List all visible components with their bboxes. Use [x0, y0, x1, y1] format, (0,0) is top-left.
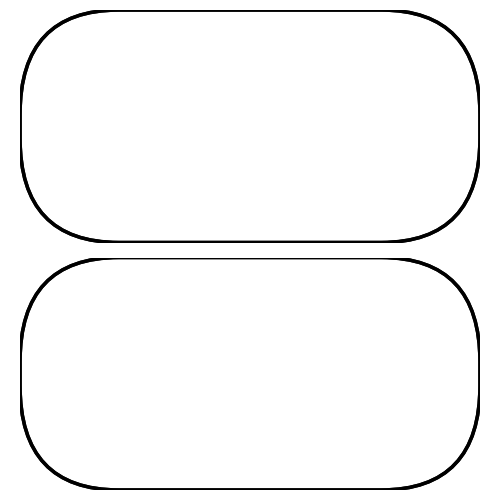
Point — [246, 122, 254, 130]
Point — [246, 370, 254, 378]
Point — [246, 122, 254, 130]
Point — [246, 370, 254, 378]
Point — [246, 122, 254, 130]
Point — [246, 370, 254, 378]
Point — [246, 122, 254, 130]
Point — [246, 122, 254, 130]
Point — [246, 122, 254, 130]
Point — [246, 122, 254, 130]
Point — [246, 370, 254, 378]
Point — [246, 122, 254, 130]
Point — [246, 370, 254, 378]
Point — [246, 370, 254, 378]
Point — [246, 370, 254, 378]
Point — [246, 122, 254, 130]
Point — [246, 122, 254, 130]
Point — [246, 370, 254, 378]
Point — [246, 370, 254, 378]
Point — [246, 370, 254, 378]
Point — [246, 370, 254, 378]
Point — [246, 122, 254, 130]
Point — [246, 122, 254, 130]
FancyBboxPatch shape — [20, 258, 480, 490]
Point — [246, 122, 254, 130]
Point — [246, 122, 254, 130]
Point — [246, 370, 254, 378]
Point — [246, 122, 254, 130]
Point — [246, 122, 254, 130]
Point — [246, 122, 254, 130]
Point — [246, 370, 254, 378]
Point — [246, 122, 254, 130]
Point — [246, 370, 254, 378]
Point — [246, 370, 254, 378]
Point — [246, 122, 254, 130]
Point — [246, 370, 254, 378]
Point — [246, 122, 254, 130]
Point — [246, 370, 254, 378]
Point — [246, 370, 254, 378]
Point — [246, 122, 254, 130]
Point — [246, 370, 254, 378]
Point — [246, 122, 254, 130]
Point — [246, 370, 254, 378]
Point — [246, 122, 254, 130]
Point — [246, 370, 254, 378]
Point — [246, 370, 254, 378]
Point — [246, 370, 254, 378]
Point — [246, 370, 254, 378]
Point — [246, 122, 254, 130]
Point — [246, 122, 254, 130]
Point — [246, 370, 254, 378]
Point — [246, 370, 254, 378]
Point — [246, 370, 254, 378]
Point — [246, 370, 254, 378]
Point — [246, 122, 254, 130]
Point — [246, 122, 254, 130]
Point — [246, 122, 254, 130]
Point — [246, 370, 254, 378]
Point — [246, 122, 254, 130]
Point — [246, 370, 254, 378]
Point — [246, 122, 254, 130]
FancyBboxPatch shape — [20, 10, 480, 242]
